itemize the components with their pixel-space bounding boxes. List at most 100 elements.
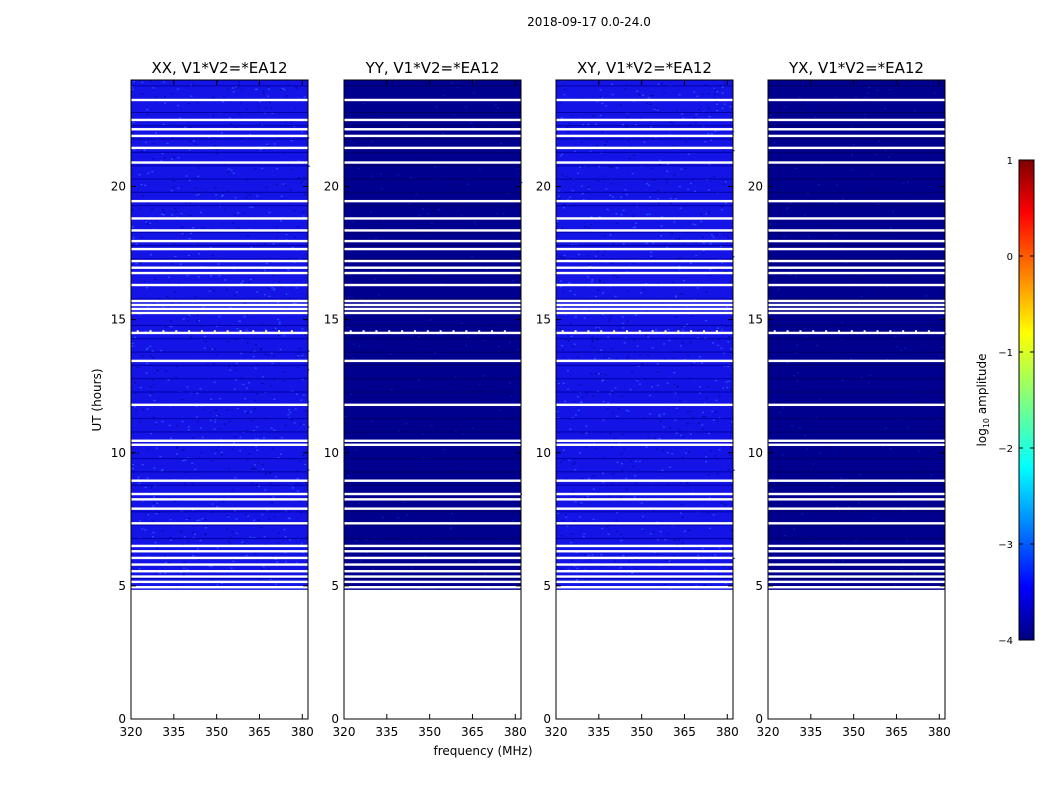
heatmap-cell — [722, 234, 725, 236]
heatmap-cell — [241, 280, 244, 282]
heatmap-cell — [177, 187, 180, 189]
rfi-dot — [876, 330, 879, 333]
heatmap-cell — [280, 453, 283, 455]
heatmap-row-line — [768, 524, 945, 526]
heatmap-cell — [649, 533, 652, 535]
heatmap-cell — [175, 447, 178, 449]
heatmap-cell — [819, 452, 822, 454]
heatmap-cell — [180, 531, 183, 533]
heatmap-cell — [304, 194, 307, 196]
heatmap-cell — [693, 117, 696, 119]
heatmap-cell — [272, 496, 275, 498]
heatmap-cell — [511, 519, 514, 522]
heatmap-cell — [645, 309, 648, 312]
heatmap-cell — [938, 292, 941, 294]
heatmap-cell — [611, 94, 614, 96]
heatmap-row-line — [768, 231, 945, 233]
heatmap-cell — [571, 114, 574, 117]
heatmap-cell — [213, 381, 216, 384]
heatmap-cell — [562, 81, 565, 84]
heatmap-cell — [388, 524, 391, 527]
flagged-row — [556, 217, 733, 220]
heatmap-cell — [151, 520, 154, 522]
heatmap-row-line — [344, 431, 521, 433]
heatmap-cell — [278, 281, 281, 283]
heatmap-cell — [269, 385, 272, 387]
heatmap-cell — [872, 517, 875, 520]
flagged-row — [768, 307, 945, 311]
heatmap-cell — [159, 572, 162, 575]
heatmap-cell — [670, 561, 673, 564]
heatmap-cell — [250, 419, 253, 422]
heatmap-cell — [505, 193, 508, 196]
heatmap-row-line — [344, 364, 521, 366]
heatmap-cell — [155, 423, 158, 426]
heatmap-cell — [263, 269, 266, 271]
heatmap-cell — [701, 93, 704, 95]
flagged-row — [344, 259, 521, 263]
heatmap-cell — [196, 548, 199, 550]
heatmap-cell — [227, 168, 230, 170]
heatmap-cell — [803, 420, 806, 422]
heatmap-cell — [830, 225, 833, 227]
rfi-dot — [677, 330, 680, 333]
heatmap-cell — [488, 125, 491, 128]
heatmap-cell — [374, 369, 377, 371]
heatmap-cell — [254, 88, 257, 90]
flagged-row — [131, 492, 308, 496]
heatmap-cell — [170, 437, 173, 439]
heatmap-cell — [616, 415, 619, 418]
heatmap-cell — [352, 142, 355, 144]
heatmap-cell — [601, 315, 604, 317]
heatmap-cell — [632, 100, 635, 102]
heatmap-cell — [925, 378, 928, 381]
heatmap-cell — [199, 427, 202, 429]
heatmap-cell — [708, 115, 711, 118]
heatmap-cell — [561, 349, 564, 351]
flagged-row — [768, 118, 945, 122]
heatmap-cell — [641, 515, 644, 518]
heatmap-cell — [471, 127, 474, 129]
heatmap-cell — [454, 430, 457, 432]
heatmap-cell — [725, 270, 728, 273]
heatmap-cell — [213, 348, 216, 350]
heatmap-cell — [149, 254, 152, 256]
heatmap-row-line — [556, 364, 733, 366]
flagged-row — [131, 556, 308, 560]
heatmap-cell — [706, 386, 709, 388]
heatmap-cell — [459, 553, 462, 555]
heatmap-cell — [378, 294, 381, 296]
heatmap-cell — [497, 95, 500, 98]
heatmap-cell — [272, 274, 275, 277]
heatmap-cell — [228, 542, 231, 545]
heatmap-cell — [941, 165, 944, 167]
heatmap-cell — [247, 382, 250, 384]
heatmap-cell — [423, 216, 426, 218]
heatmap-cell — [938, 572, 941, 574]
heatmap-cell — [453, 113, 456, 116]
heatmap-cell — [418, 214, 421, 216]
heatmap-cell — [732, 149, 735, 152]
heatmap-row-line — [131, 205, 308, 207]
heatmap-cell — [696, 337, 699, 339]
heatmap-cell — [574, 316, 577, 318]
heatmap-cell — [561, 173, 564, 176]
heatmap-cell — [240, 88, 243, 91]
heatmap-cell — [889, 447, 892, 450]
heatmap-cell — [460, 215, 463, 217]
heatmap-row-line — [556, 178, 733, 180]
heatmap-cell — [557, 417, 560, 419]
heatmap-row-line — [131, 537, 308, 539]
heatmap-cell — [283, 152, 286, 154]
heatmap-cell — [621, 463, 624, 465]
heatmap-cell — [447, 167, 450, 169]
heatmap-cell — [600, 373, 603, 375]
heatmap-cell — [169, 537, 172, 539]
heatmap-cell — [136, 366, 139, 369]
heatmap-cell — [562, 291, 565, 294]
heatmap-cell — [166, 270, 169, 273]
heatmap-row-line — [768, 258, 945, 260]
heatmap-cell — [834, 110, 837, 112]
heatmap-cell — [227, 88, 230, 90]
heatmap-cell — [720, 245, 723, 247]
